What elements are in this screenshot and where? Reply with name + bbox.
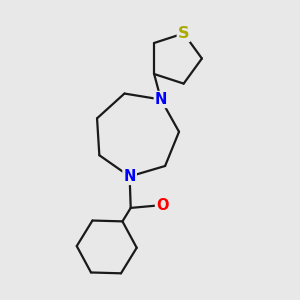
Text: S: S bbox=[178, 26, 189, 41]
Text: O: O bbox=[156, 198, 169, 213]
Text: N: N bbox=[155, 92, 167, 107]
Text: N: N bbox=[123, 169, 136, 184]
